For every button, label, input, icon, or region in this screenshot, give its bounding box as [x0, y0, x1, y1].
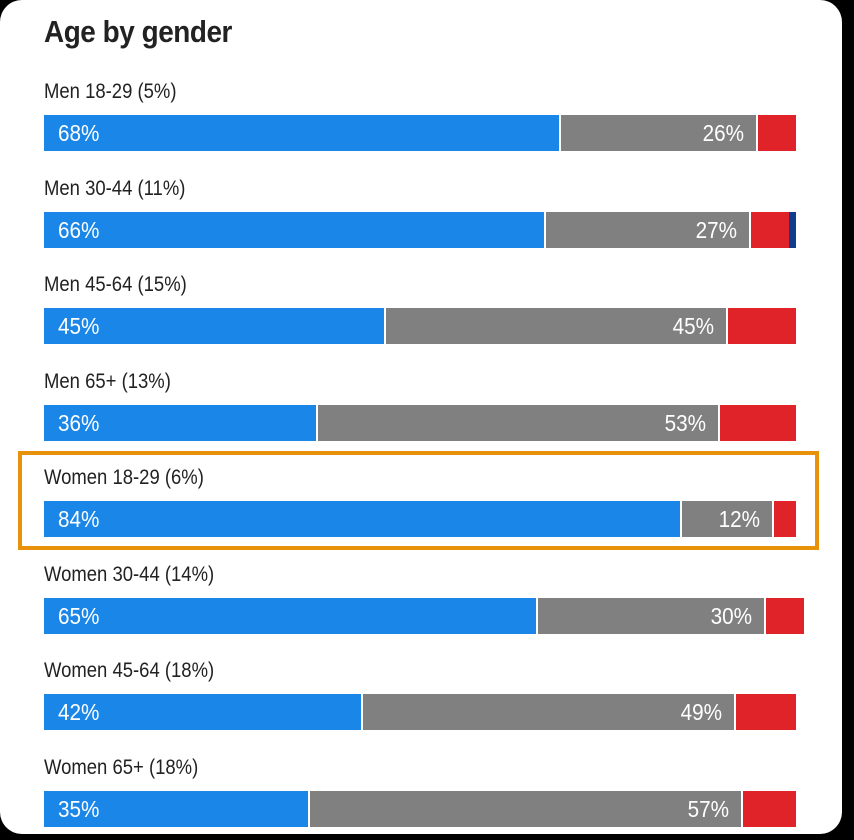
- bar-segment: 66%: [44, 211, 546, 248]
- bar-segment: 84%: [44, 501, 683, 537]
- data-label: 84%: [58, 506, 100, 532]
- bar-segment: [735, 694, 797, 730]
- bar-segment: 42%: [44, 694, 364, 730]
- bar-segment: 30%: [538, 597, 766, 634]
- bar-segment: 68%: [44, 115, 561, 151]
- stacked-bar: 65% 30%: [44, 597, 804, 634]
- category-label: Men 65+ (13%): [44, 369, 171, 393]
- bar-segment: 57%: [310, 790, 744, 827]
- category-label: Women 45-64 (18%): [44, 659, 215, 682]
- data-label: 45%: [58, 313, 100, 339]
- bar-segment: [766, 597, 804, 634]
- stacked-bar: 36% 53%: [44, 404, 804, 441]
- bar-segment: 36%: [44, 404, 318, 441]
- bar-segment: [750, 211, 789, 248]
- data-label: 12%: [718, 506, 760, 532]
- bar-segment: 45%: [44, 308, 386, 344]
- bar-segment: [728, 308, 797, 344]
- bar-segment: 49%: [363, 694, 736, 730]
- bar-segment: 27%: [545, 211, 751, 248]
- data-label: 49%: [680, 699, 722, 725]
- stacked-bar: 68% 26%: [44, 115, 804, 151]
- data-label: 53%: [664, 409, 707, 436]
- bar-segment: 45%: [386, 308, 728, 344]
- category-label: Women 65+ (18%): [44, 755, 199, 779]
- stacked-bar: 84% 12%: [44, 501, 804, 537]
- data-label: 65%: [58, 602, 100, 629]
- category-label: Women 18-29 (6%): [44, 466, 204, 489]
- category-label: Men 18-29 (5%): [44, 80, 177, 103]
- data-label: 36%: [58, 409, 100, 436]
- bar-segment: [788, 211, 797, 248]
- data-label: 42%: [58, 699, 100, 725]
- stacked-bar: 66% 27%: [44, 211, 804, 248]
- category-label: Men 30-44 (11%): [44, 176, 186, 200]
- highlight-box: [18, 451, 819, 550]
- bar-segment: [773, 501, 797, 537]
- bar-segment: 26%: [560, 115, 759, 151]
- stacked-bar: 35% 57%: [44, 790, 804, 827]
- stacked-bar: 45% 45%: [44, 308, 804, 344]
- data-label: 26%: [702, 120, 745, 146]
- data-label: 35%: [58, 795, 100, 822]
- bar-segment: 35%: [44, 790, 310, 827]
- data-label: 66%: [58, 216, 100, 243]
- category-label: Women 30-44 (14%): [44, 562, 215, 586]
- bar-segment: [758, 115, 797, 151]
- category-label: Men 45-64 (15%): [44, 273, 187, 296]
- bar-segment: 65%: [44, 597, 538, 634]
- data-label: 45%: [672, 313, 714, 339]
- bar-segment: 12%: [682, 501, 774, 537]
- data-label: 27%: [695, 216, 737, 243]
- bar-segment: [743, 790, 797, 827]
- chart-card: Age by gender Men 18-29 (5%) 68% 26% Men 30…: [0, 0, 842, 834]
- chart-title: Age by gender: [44, 14, 232, 49]
- bar-segment: [720, 404, 797, 441]
- bar-segment: 53%: [317, 404, 721, 441]
- stacked-bar: 42% 49%: [44, 694, 804, 730]
- data-label: 68%: [58, 120, 100, 146]
- data-label: 57%: [687, 795, 730, 822]
- data-label: 30%: [710, 602, 752, 629]
